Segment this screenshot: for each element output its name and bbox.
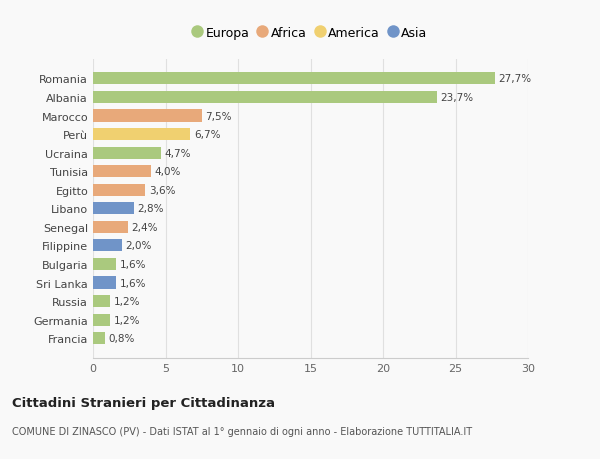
Bar (93, 314, 110, 326)
Bar (93, 185, 145, 196)
Bar (93, 129, 190, 141)
Legend: Europa, Africa, America, Asia: Europa, Africa, America, Asia (191, 24, 430, 42)
Bar (93, 73, 494, 85)
Text: 3,6%: 3,6% (149, 185, 175, 196)
Text: 1,2%: 1,2% (114, 297, 140, 307)
Bar (93, 332, 104, 344)
Text: 2,4%: 2,4% (131, 222, 158, 232)
Text: 0,8%: 0,8% (108, 333, 134, 343)
Text: 6,7%: 6,7% (194, 130, 220, 140)
Text: COMUNE DI ZINASCO (PV) - Dati ISTAT al 1° gennaio di ogni anno - Elaborazione TU: COMUNE DI ZINASCO (PV) - Dati ISTAT al 1… (12, 426, 472, 436)
Text: 27,7%: 27,7% (498, 74, 532, 84)
Text: 23,7%: 23,7% (440, 93, 473, 103)
Bar (93, 147, 161, 159)
Bar (93, 258, 116, 270)
Text: 1,2%: 1,2% (114, 315, 140, 325)
Text: 4,0%: 4,0% (155, 167, 181, 177)
Bar (93, 110, 202, 122)
Text: Cittadini Stranieri per Cittadinanza: Cittadini Stranieri per Cittadinanza (12, 396, 275, 409)
Text: 4,7%: 4,7% (165, 148, 191, 158)
Bar (93, 296, 110, 308)
Text: 7,5%: 7,5% (205, 111, 232, 121)
Text: 2,8%: 2,8% (137, 204, 164, 214)
Text: 1,6%: 1,6% (120, 259, 146, 269)
Bar (93, 221, 128, 233)
Bar (93, 92, 437, 104)
Text: 1,6%: 1,6% (120, 278, 146, 288)
Bar (93, 240, 122, 252)
Text: 2,0%: 2,0% (125, 241, 152, 251)
Bar (93, 166, 151, 178)
Bar (93, 277, 116, 289)
Bar (93, 203, 134, 215)
